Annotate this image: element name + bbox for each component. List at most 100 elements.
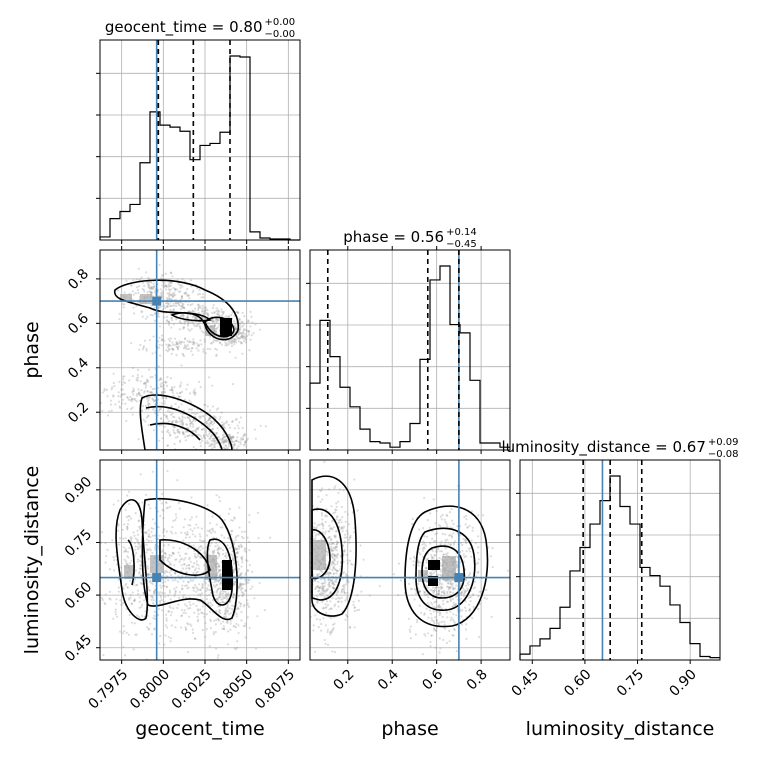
sample-point <box>185 596 188 599</box>
sample-point <box>452 634 455 637</box>
sample-point <box>407 617 411 620</box>
sample-point <box>183 563 186 566</box>
sample-point <box>188 596 191 599</box>
sample-point <box>342 527 345 530</box>
sample-point <box>199 441 202 444</box>
sample-point <box>152 527 155 530</box>
sample-point <box>151 375 154 379</box>
sample-point <box>242 444 245 447</box>
sample-point <box>232 593 235 597</box>
sample-point <box>159 277 162 280</box>
sample-point <box>432 498 435 501</box>
sample-point <box>206 405 209 408</box>
sample-point <box>232 569 235 572</box>
sample-point <box>230 339 233 342</box>
sample-point <box>445 580 448 583</box>
sample-point <box>217 618 220 621</box>
sample-point <box>191 408 194 411</box>
sample-point <box>194 637 197 640</box>
sample-point <box>465 518 468 521</box>
sample-point <box>353 606 357 609</box>
contour-line <box>139 394 233 450</box>
histogram-geocent_time <box>99 55 300 241</box>
sample-point <box>171 341 174 344</box>
sample-point <box>410 588 413 591</box>
sample-point <box>205 422 208 425</box>
sample-point <box>257 536 260 540</box>
sample-point <box>198 325 201 328</box>
sample-point <box>217 326 220 329</box>
sample-point <box>468 550 471 553</box>
sample-point <box>195 325 198 328</box>
sample-point <box>322 587 325 590</box>
sample-point <box>191 341 195 344</box>
sample-point <box>314 579 317 583</box>
sample-point <box>438 637 441 640</box>
sample-point <box>462 595 465 598</box>
sample-point <box>110 403 113 406</box>
sample-point <box>438 651 441 654</box>
sample-point <box>205 430 208 433</box>
sample-point <box>169 304 172 307</box>
sample-point <box>241 535 244 539</box>
sample-point <box>217 619 221 622</box>
sample-point <box>217 611 221 614</box>
sample-point <box>431 530 434 533</box>
sample-point <box>254 323 257 326</box>
sample-point <box>224 552 227 555</box>
sample-point <box>225 440 228 443</box>
sample-point <box>208 445 211 448</box>
sample-point <box>190 434 193 437</box>
sample-point <box>140 564 143 567</box>
sample-point <box>419 553 422 556</box>
sample-point <box>145 532 148 535</box>
sample-point <box>116 289 120 292</box>
sample-point <box>452 542 455 545</box>
sample-point <box>218 578 221 582</box>
sample-point <box>357 599 360 602</box>
sample-point <box>134 545 137 548</box>
sample-point <box>140 389 143 392</box>
sample-point <box>175 516 178 519</box>
sample-point <box>168 298 171 301</box>
sample-point <box>269 536 272 539</box>
sample-point <box>198 583 201 586</box>
sample-point <box>465 609 468 612</box>
sample-point <box>146 548 149 551</box>
sample-point <box>245 439 248 442</box>
sample-point <box>230 436 233 439</box>
sample-point <box>449 533 452 537</box>
sample-point <box>192 565 195 568</box>
sample-point <box>188 420 192 423</box>
sample-point <box>114 613 117 616</box>
sample-point <box>152 287 155 290</box>
sample-point <box>164 284 167 287</box>
sample-point <box>330 563 333 566</box>
sample-point <box>243 432 246 435</box>
sample-point <box>244 439 247 442</box>
sample-point <box>316 533 320 536</box>
sample-point <box>128 503 131 506</box>
sample-point <box>167 610 170 613</box>
sample-point <box>179 395 182 398</box>
sample-point <box>127 633 130 636</box>
sample-point <box>215 339 218 342</box>
sample-point <box>329 549 333 552</box>
sample-point <box>172 295 175 298</box>
sample-point <box>222 627 226 631</box>
contour-line <box>159 539 211 576</box>
sample-point <box>464 523 467 526</box>
sample-point <box>115 598 118 601</box>
sample-point <box>204 420 207 423</box>
sample-point <box>221 589 224 593</box>
sample-point <box>195 560 198 563</box>
sample-point <box>139 582 142 585</box>
sample-point <box>202 539 206 542</box>
sample-point <box>139 545 142 548</box>
sample-point <box>321 585 324 588</box>
scatter-panel-luminosity_distance-vs-phase <box>309 459 511 664</box>
sample-point <box>325 508 328 511</box>
sample-point <box>199 593 202 596</box>
y-axis-label: luminosity_distance <box>21 466 43 655</box>
sample-point <box>412 560 415 563</box>
